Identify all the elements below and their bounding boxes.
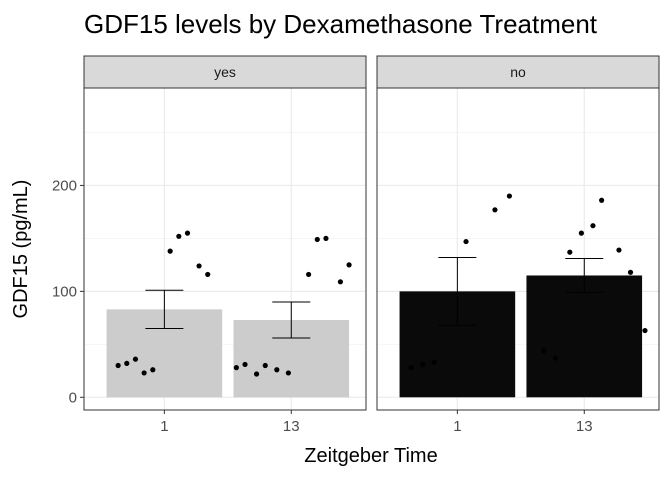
data-point bbox=[253, 371, 260, 377]
data-point bbox=[541, 348, 547, 354]
data-point bbox=[285, 370, 291, 376]
chart-title: GDF15 levels by Dexamethasone Treatment bbox=[84, 9, 598, 39]
data-point bbox=[196, 263, 202, 269]
facet-label: no bbox=[510, 64, 526, 80]
data-point bbox=[578, 230, 584, 236]
data-point bbox=[346, 262, 352, 268]
data-point bbox=[642, 327, 648, 334]
data-point bbox=[115, 362, 121, 369]
error-bar bbox=[272, 301, 311, 339]
y-tick-label: 0 bbox=[69, 389, 77, 406]
data-point bbox=[167, 248, 173, 254]
data-point bbox=[567, 249, 573, 255]
data-point bbox=[463, 238, 469, 245]
data-point bbox=[590, 223, 596, 229]
y-axis-title: GDF15 (pg/mL) bbox=[10, 180, 32, 319]
data-point bbox=[599, 197, 605, 203]
panel-border bbox=[376, 87, 660, 411]
facet-label: yes bbox=[214, 64, 236, 80]
data-point bbox=[233, 365, 239, 371]
data-point bbox=[420, 361, 426, 368]
data-point bbox=[132, 356, 139, 362]
facet-panels: yes 1 13 no 1 13 bbox=[83, 55, 660, 435]
data-point bbox=[314, 236, 320, 243]
data-point bbox=[176, 233, 182, 239]
data-point bbox=[274, 367, 280, 373]
x-tick-label: 13 bbox=[283, 418, 300, 435]
data-point bbox=[492, 207, 498, 213]
data-point bbox=[337, 279, 344, 285]
data-point bbox=[506, 193, 512, 199]
y-tick-label: 200 bbox=[52, 177, 77, 194]
data-point bbox=[306, 271, 312, 278]
data-point bbox=[408, 365, 414, 371]
data-point bbox=[262, 362, 268, 369]
y-tick-label: 100 bbox=[52, 283, 77, 300]
data-point bbox=[323, 235, 329, 242]
panel-border bbox=[83, 87, 367, 411]
x-tick-label: 1 bbox=[453, 418, 461, 435]
x-axis-title: Zeitgeber Time bbox=[304, 445, 437, 467]
error-bar bbox=[565, 258, 604, 293]
y-axis: 0 100 200 bbox=[52, 177, 84, 406]
data-point bbox=[124, 360, 130, 366]
error-bar bbox=[438, 256, 477, 326]
facet-strip bbox=[376, 55, 660, 89]
data-point bbox=[552, 355, 558, 361]
data-point bbox=[627, 269, 634, 275]
panel-no: no 1 13 bbox=[376, 55, 660, 435]
panel-yes: yes 1 13 bbox=[83, 55, 367, 435]
data-point bbox=[184, 230, 191, 236]
bar-no-zt13 bbox=[526, 275, 643, 398]
error-bar bbox=[145, 289, 184, 329]
data-point bbox=[616, 247, 622, 253]
data-point bbox=[431, 359, 437, 365]
x-tick-label: 13 bbox=[576, 418, 593, 435]
data-point bbox=[150, 367, 156, 373]
facet-strip bbox=[83, 55, 367, 89]
data-point bbox=[141, 370, 147, 376]
x-tick-label: 1 bbox=[160, 418, 168, 435]
data-point bbox=[242, 361, 248, 368]
data-point bbox=[205, 271, 211, 278]
